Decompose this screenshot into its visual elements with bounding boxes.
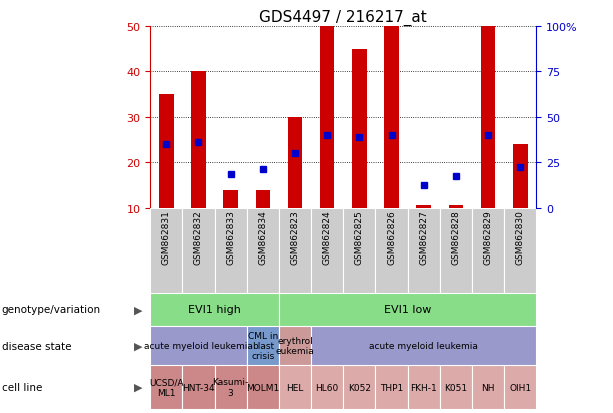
Bar [504,366,536,409]
Text: GSM862830: GSM862830 [516,210,525,265]
Text: OIH1: OIH1 [509,382,531,392]
Bar [183,208,215,293]
Text: disease state: disease state [2,341,71,351]
Bar [504,208,536,293]
Bar [343,366,375,409]
Text: NH: NH [481,382,495,392]
Bar [472,366,504,409]
Bar [150,326,246,366]
Bar [150,293,279,326]
Bar [311,208,343,293]
Bar [320,27,335,208]
Text: CML in
blast
crisis: CML in blast crisis [248,331,278,361]
Text: GSM862827: GSM862827 [419,210,428,264]
Bar [223,190,238,208]
Text: GSM862831: GSM862831 [162,210,171,265]
Bar [343,208,375,293]
Bar [191,72,206,208]
Text: cell line: cell line [2,382,42,392]
Bar [416,206,431,208]
Bar [246,366,279,409]
Text: acute myeloid leukemia: acute myeloid leukemia [144,341,253,350]
Bar [481,27,495,208]
Bar [375,208,408,293]
Bar [279,208,311,293]
Bar [375,366,408,409]
Text: K052: K052 [348,382,371,392]
Text: GSM862828: GSM862828 [451,210,460,264]
Text: K051: K051 [444,382,468,392]
Bar [449,206,463,208]
Bar [287,118,302,208]
Text: HNT-34: HNT-34 [182,382,215,392]
Bar [246,208,279,293]
Text: GSM862834: GSM862834 [258,210,267,264]
Text: genotype/variation: genotype/variation [2,304,101,314]
Text: erythrol
eukemia: erythrol eukemia [276,336,314,355]
Bar [279,366,311,409]
Bar [279,293,536,326]
Text: acute myeloid leukemia: acute myeloid leukemia [369,341,478,350]
Bar [311,326,536,366]
Text: GSM862829: GSM862829 [484,210,493,264]
Bar [256,190,270,208]
Bar [183,366,215,409]
Text: GSM862826: GSM862826 [387,210,396,264]
Text: EVI1 low: EVI1 low [384,304,432,314]
Text: UCSD/A
ML1: UCSD/A ML1 [149,377,183,397]
Text: Kasumi-
3: Kasumi- 3 [213,377,249,397]
Text: MOLM1: MOLM1 [246,382,280,392]
Bar [408,366,440,409]
Text: ▶: ▶ [134,341,142,351]
Bar [311,366,343,409]
Bar [513,145,528,208]
Bar [246,326,279,366]
Text: ▶: ▶ [134,382,142,392]
Text: GSM862833: GSM862833 [226,210,235,265]
Text: THP1: THP1 [380,382,403,392]
Bar [159,95,173,208]
Bar [215,366,246,409]
Text: FKH-1: FKH-1 [410,382,437,392]
Bar [440,366,472,409]
Text: ▶: ▶ [134,304,142,314]
Bar [279,326,311,366]
Text: EVI1 high: EVI1 high [188,304,241,314]
Bar [472,208,504,293]
Bar [408,208,440,293]
Bar [150,366,183,409]
Bar [215,208,246,293]
Text: HEL: HEL [286,382,303,392]
Text: GSM862825: GSM862825 [355,210,364,264]
Bar [150,208,183,293]
Bar [384,27,399,208]
Text: GSM862832: GSM862832 [194,210,203,264]
Title: GDS4497 / 216217_at: GDS4497 / 216217_at [259,9,427,26]
Bar [352,50,367,208]
Bar [440,208,472,293]
Text: HL60: HL60 [316,382,339,392]
Text: GSM862823: GSM862823 [291,210,300,264]
Text: GSM862824: GSM862824 [322,210,332,264]
